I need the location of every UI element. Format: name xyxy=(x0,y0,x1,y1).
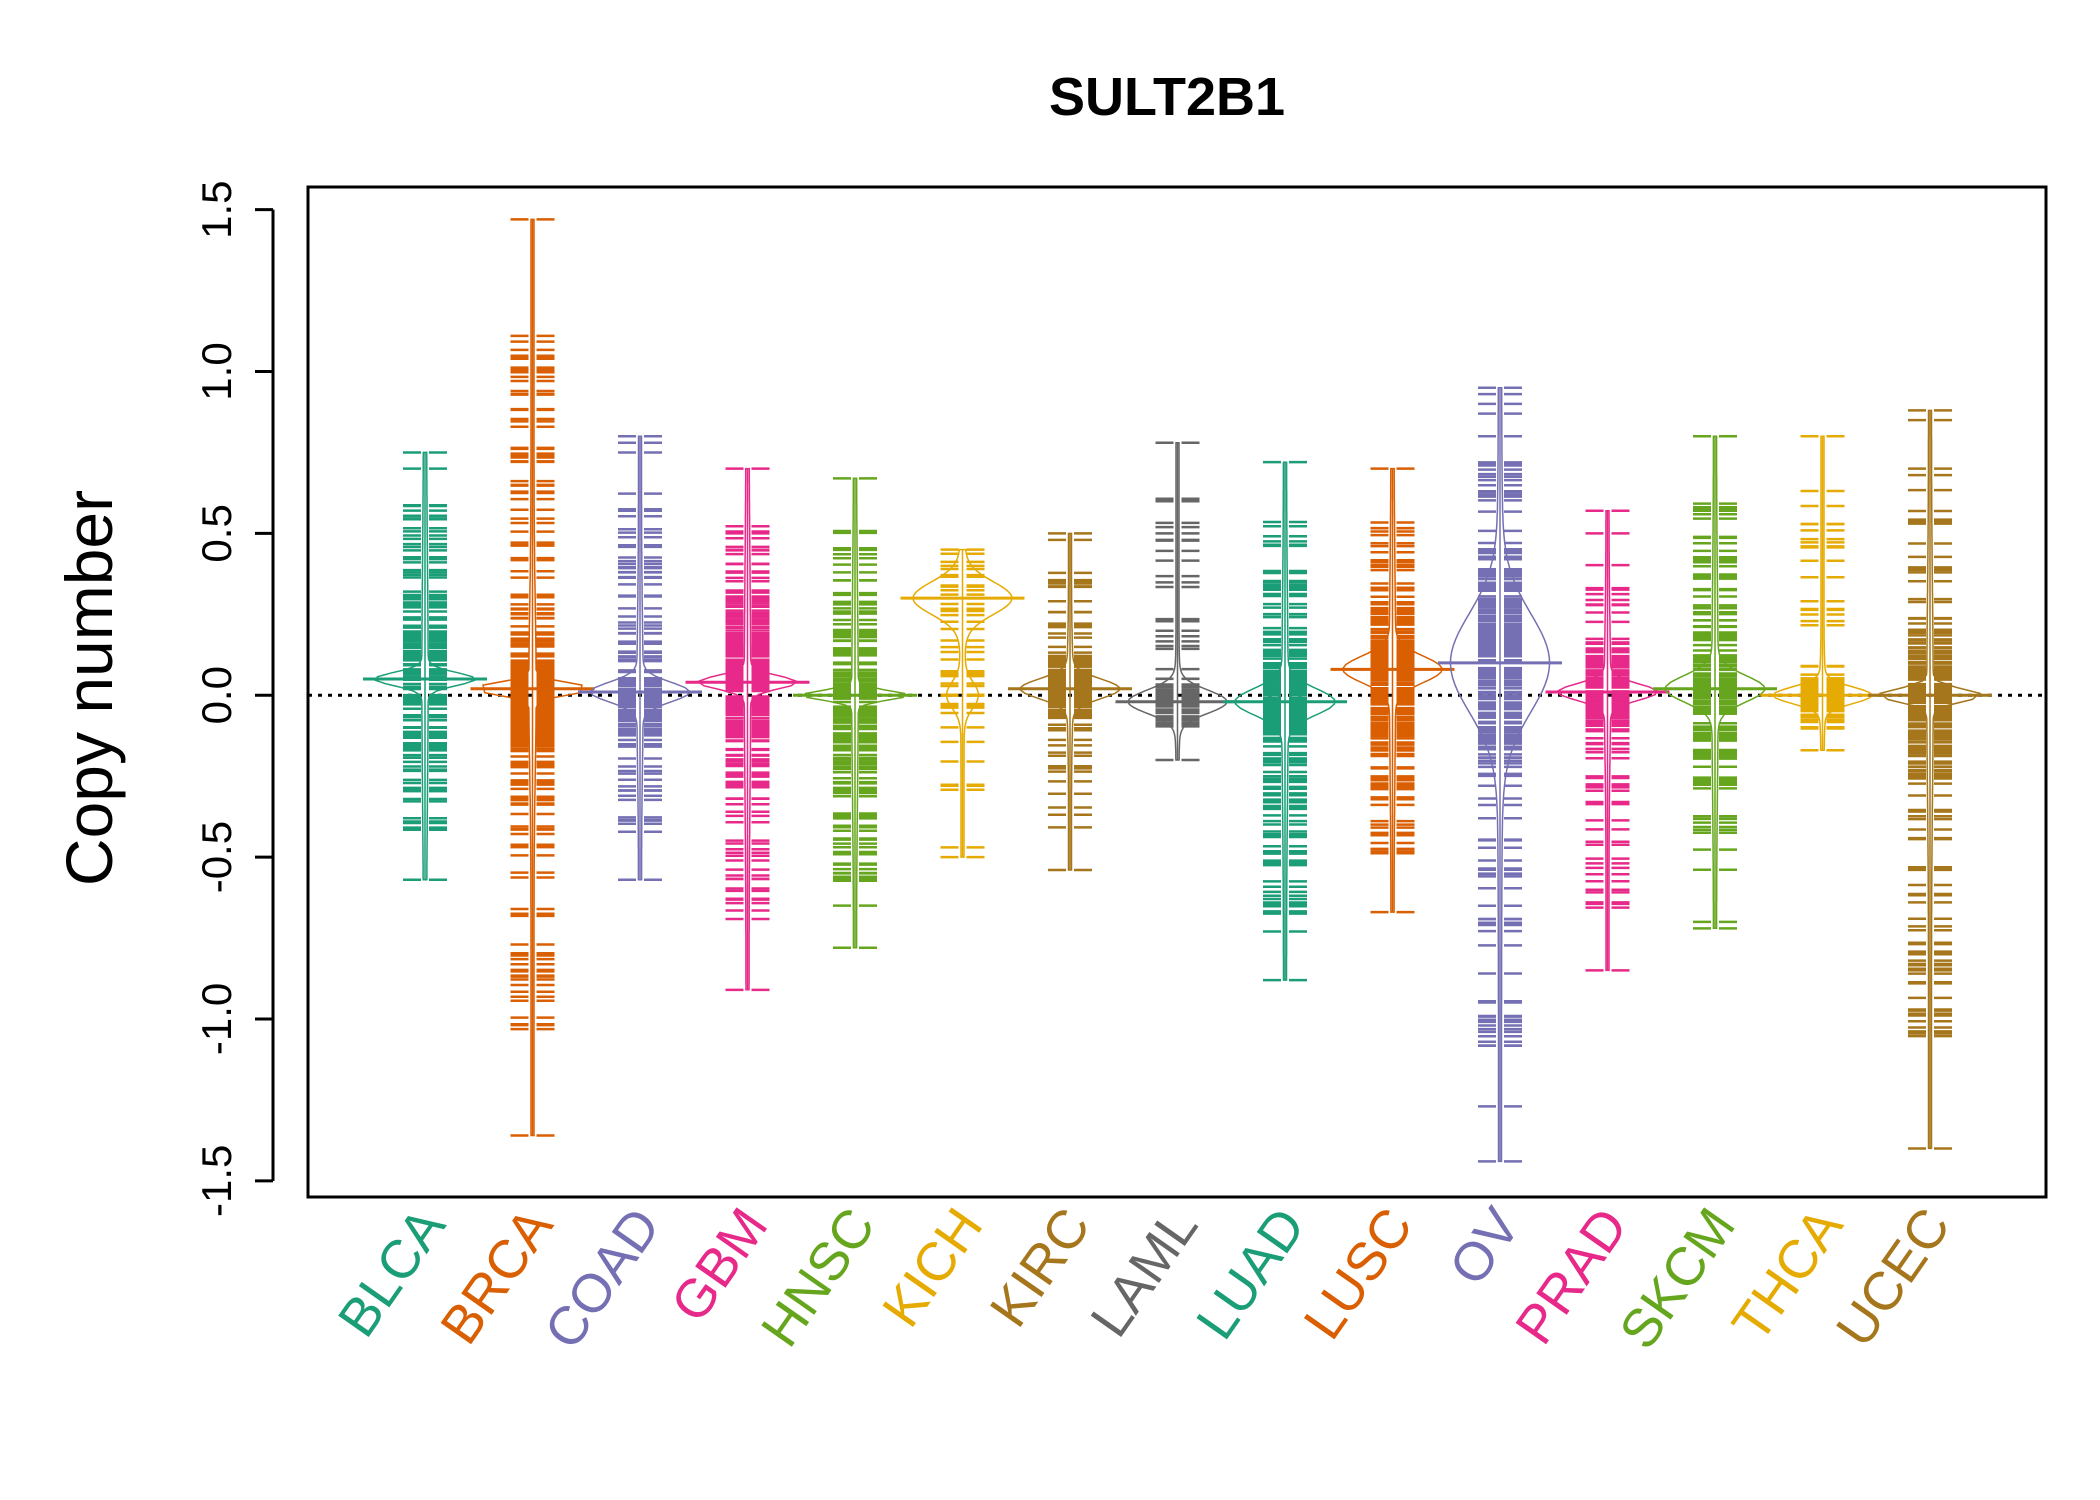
chart-title: SULT2B1 xyxy=(1049,67,1285,127)
y-tick-label: -1.5 xyxy=(193,1145,240,1217)
bean-outline xyxy=(1449,386,1551,1163)
category-label: KICH xyxy=(871,1197,994,1337)
y-tick-label: -0.5 xyxy=(193,821,240,893)
y-tick-label: -1.0 xyxy=(193,983,240,1055)
category-label: SKCM xyxy=(1608,1197,1747,1359)
bean-outline xyxy=(1234,461,1336,981)
bean-laml xyxy=(1115,441,1240,762)
y-tick-label: 0.5 xyxy=(193,504,240,562)
bean-outline xyxy=(1557,509,1658,972)
bean-outline xyxy=(589,435,691,881)
bean-hnsc xyxy=(793,477,917,949)
y-axis-label: Copy number xyxy=(52,490,126,886)
bean-coad xyxy=(578,435,702,882)
category-label: HNSC xyxy=(750,1197,887,1357)
y-tick-label: 0.0 xyxy=(193,666,240,724)
bean-outline xyxy=(804,477,906,949)
bean-outline xyxy=(912,548,1013,858)
bean-gbm xyxy=(685,467,810,992)
y-tick-label: 1.0 xyxy=(193,342,240,400)
plot-frame xyxy=(306,185,2048,1199)
y-axis: -1.5 -1.0 -0.5 0.0 0.5 1.0 1.5 xyxy=(193,180,275,1217)
bean-blca xyxy=(363,451,487,882)
bean-ov xyxy=(1438,386,1562,1163)
category-label: COAD xyxy=(533,1197,672,1359)
bean-outline xyxy=(1342,467,1443,913)
bean-outline xyxy=(696,467,799,991)
category-label: OV xyxy=(1438,1197,1532,1295)
bean-outline xyxy=(1771,435,1874,752)
bean-outline xyxy=(1664,435,1766,930)
bean-luad xyxy=(1223,460,1347,982)
category-label: LUSC xyxy=(1293,1197,1425,1349)
category-label: LUAD xyxy=(1185,1197,1317,1349)
y-tick-label: 1.5 xyxy=(193,180,240,238)
bean-kirc xyxy=(1008,532,1132,872)
bean-outline xyxy=(1878,409,1982,1150)
bean-kich xyxy=(900,548,1025,859)
category-label: LAML xyxy=(1079,1197,1209,1347)
bean-lusc xyxy=(1330,467,1455,914)
bean-brca xyxy=(470,218,595,1137)
bean-thca xyxy=(1760,435,1885,752)
bean-outline xyxy=(1127,441,1228,761)
plot-area xyxy=(308,218,2046,1163)
bean-outline xyxy=(482,218,583,1137)
category-label: UCEC xyxy=(1825,1197,1962,1357)
bean-ucec xyxy=(1868,409,1992,1150)
bean-skcm xyxy=(1653,435,1777,930)
bean-outline xyxy=(1019,532,1121,871)
bean-prad xyxy=(1545,509,1670,972)
bean-outline xyxy=(374,451,476,881)
